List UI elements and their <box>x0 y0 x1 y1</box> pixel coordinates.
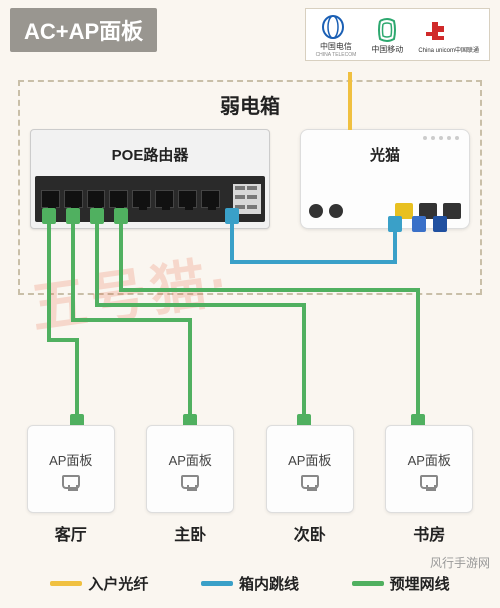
legend-label: 入户光纤 <box>88 573 148 594</box>
rj45-port <box>155 190 174 208</box>
room-label: 客厅 <box>27 521 115 545</box>
indicator-leds <box>233 184 261 214</box>
weak-current-box: 弱电箱 POE路由器 光猫 <box>18 80 482 295</box>
carrier-label: China unicom中国联通 <box>418 45 479 54</box>
ap-panel-label: AP面板 <box>169 450 212 469</box>
lan-port <box>395 203 413 219</box>
poe-router: POE路由器 <box>30 129 270 229</box>
rj45-port <box>109 190 128 208</box>
carrier-label: 中国移动 <box>370 44 404 55</box>
lan-port <box>443 203 461 219</box>
legend-swatch-jumper <box>201 581 233 586</box>
rj45-port <box>201 190 220 208</box>
rj45-jack-icon <box>181 475 199 489</box>
ap-unit-master: AP面板 主卧 <box>146 425 234 545</box>
rj45-port <box>87 190 106 208</box>
carrier-mobile: 中国移动 <box>370 16 404 55</box>
ap-panel: AP面板 <box>146 425 234 513</box>
room-label: 次卧 <box>266 521 354 545</box>
legend-ethernet: 预埋网线 <box>352 573 450 594</box>
carrier-logos-box: 中国电信 CHINA TELECOM 中国移动 China unicom中国联通 <box>305 8 490 61</box>
carrier-label: 中国电信 <box>316 41 357 52</box>
room-label: 书房 <box>385 521 473 545</box>
legend-swatch-fiber <box>50 581 82 586</box>
legend-label: 箱内跳线 <box>239 573 299 594</box>
legend-fiber: 入户光纤 <box>50 573 148 594</box>
fiber-port <box>329 204 343 218</box>
rj45-port <box>41 190 60 208</box>
ap-panel-label: AP面板 <box>288 450 331 469</box>
modem-label: 光猫 <box>301 144 469 165</box>
ap-panel-label: AP面板 <box>408 450 451 469</box>
carrier-unicom: China unicom中国联通 <box>418 17 479 54</box>
power-port <box>309 204 323 218</box>
legend-jumper: 箱内跳线 <box>201 573 299 594</box>
mobile-icon <box>370 16 404 44</box>
poe-router-ports <box>35 176 265 222</box>
ap-unit-living: AP面板 客厅 <box>27 425 115 545</box>
rj45-jack-icon <box>301 475 319 489</box>
rj45-port <box>64 190 83 208</box>
ap-unit-study: AP面板 书房 <box>385 425 473 545</box>
rj45-jack-icon <box>62 475 80 489</box>
modem-leds <box>423 136 459 140</box>
ap-unit-second: AP面板 次卧 <box>266 425 354 545</box>
legend-swatch-ethernet <box>352 581 384 586</box>
rj45-jack-icon <box>420 475 438 489</box>
devices-row: POE路由器 光猫 <box>30 129 470 229</box>
ap-panel: AP面板 <box>385 425 473 513</box>
header: AC+AP面板 中国电信 CHINA TELECOM 中国移动 China un… <box>0 0 500 72</box>
legend: 入户光纤 箱内跳线 预埋网线 <box>0 559 500 608</box>
unicom-icon <box>418 17 452 45</box>
rj45-port <box>178 190 197 208</box>
poe-router-label: POE路由器 <box>31 144 269 165</box>
page-title-badge: AC+AP面板 <box>10 8 157 52</box>
optical-modem: 光猫 <box>300 129 470 229</box>
ap-panel: AP面板 <box>27 425 115 513</box>
room-label: 主卧 <box>146 521 234 545</box>
telecom-icon <box>316 13 350 41</box>
carrier-telecom: 中国电信 CHINA TELECOM <box>316 13 357 58</box>
modem-ports <box>309 200 461 222</box>
rj45-port <box>132 190 151 208</box>
ap-panel: AP面板 <box>266 425 354 513</box>
footer-watermark: 风行手游网 <box>430 554 490 571</box>
lan-port <box>419 203 437 219</box>
ap-panel-row: AP面板 客厅 AP面板 主卧 AP面板 次卧 AP面板 书房 <box>0 425 500 545</box>
weak-box-title: 弱电箱 <box>30 90 470 119</box>
ap-panel-label: AP面板 <box>49 450 92 469</box>
legend-label: 预埋网线 <box>390 573 450 594</box>
